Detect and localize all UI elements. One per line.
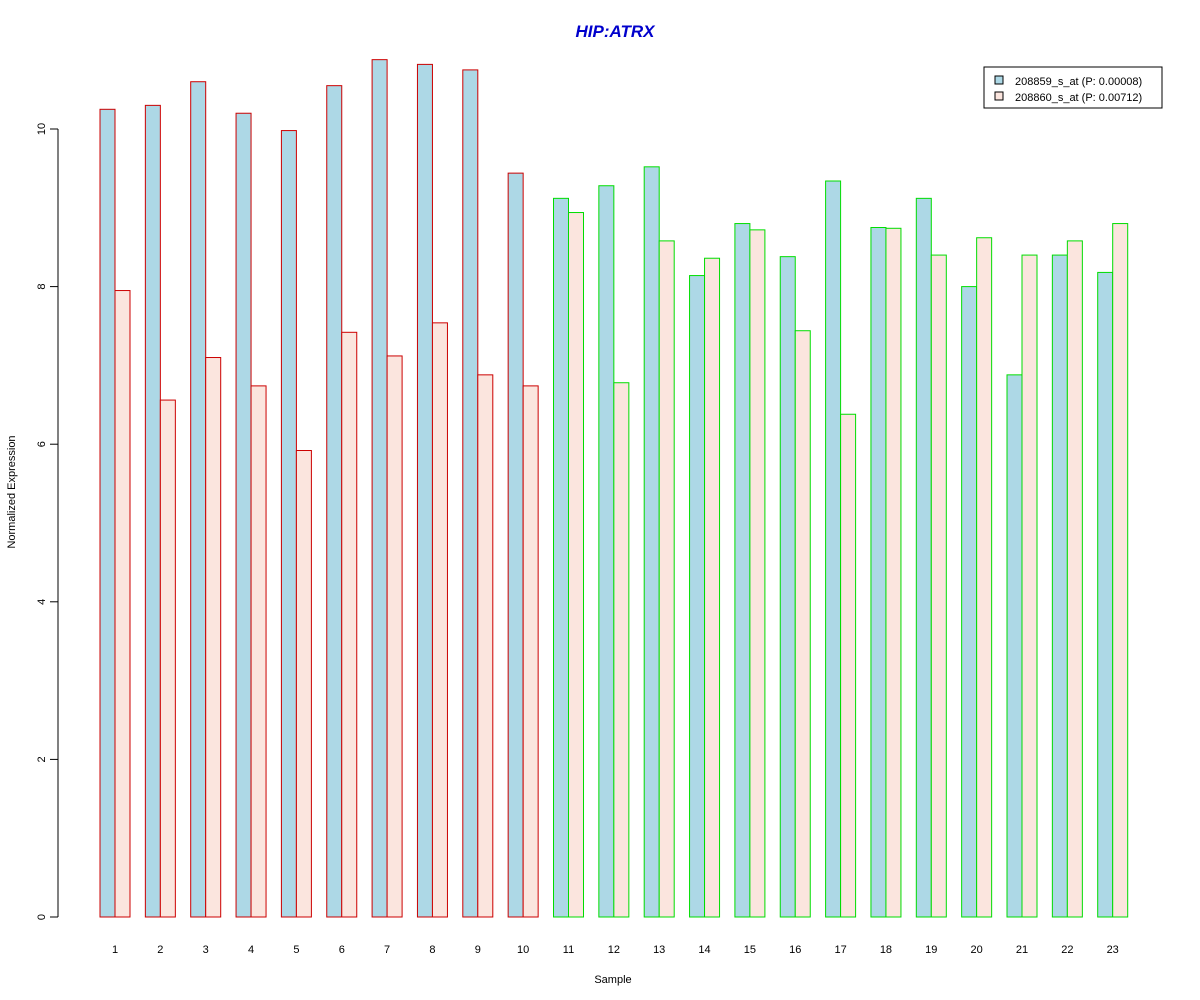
y-axis-label: Normalized Expression [6,435,18,548]
y-tick-label-0: 0 [36,914,48,920]
x-tick-label-19: 19 [925,944,937,956]
y-axis: 0 2 4 6 8 10 [36,123,59,920]
bar-sample-18-series-2 [885,227,902,918]
bar-sample-15-series-2 [749,229,766,918]
legend-swatch-series-2 [994,91,1004,101]
bar-sample-19-series-2 [930,254,947,918]
legend-box [983,66,1163,109]
x-tick-label-9: 9 [475,944,481,956]
bar-sample-6-series-1 [326,85,343,918]
bar-sample-8-series-2 [431,322,448,918]
x-tick-label-21: 21 [1016,944,1028,956]
x-tick-label-16: 16 [789,944,801,956]
bar-sample-6-series-2 [341,331,358,918]
bar-sample-17-series-1 [825,180,842,918]
x-tick-label-23: 23 [1107,944,1119,956]
x-tick-label-11: 11 [563,944,574,956]
x-tick-label-14: 14 [698,944,710,956]
bar-sample-22-series-2 [1066,240,1083,918]
x-tick-label-18: 18 [880,944,892,956]
bar-sample-19-series-1 [915,197,932,918]
bar-sample-13-series-1 [643,166,660,918]
bar-sample-3-series-1 [190,81,207,918]
x-tick-label-15: 15 [744,944,756,956]
bar-sample-16-series-2 [794,330,811,918]
bar-sample-2-series-2 [159,399,176,918]
y-tick-label-10: 10 [36,123,48,135]
bar-sample-1-series-1 [99,108,116,918]
bar-sample-4-series-1 [235,112,252,918]
bar-sample-10-series-1 [507,172,524,918]
bar-sample-11-series-2 [568,212,584,918]
legend-label-series-1: 208859_s_at (P: 0.00008) [1015,76,1142,88]
bar-sample-5-series-1 [280,130,297,918]
y-tick-label-8: 8 [36,284,48,290]
bar-sample-12-series-2 [613,382,630,918]
x-axis: 1 2 3 4 5 6 7 8 9 10 11 12 13 14 15 16 17 18 19 20 21 22 23 [112,944,1119,956]
x-tick-label-17: 17 [834,944,846,956]
x-tick-label-8: 8 [429,944,435,956]
bar-sample-23-series-1 [1097,271,1114,918]
x-tick-label-10: 10 [517,944,529,956]
x-tick-label-12: 12 [608,944,620,956]
bar-sample-11-series-1 [553,197,569,918]
bar-sample-2-series-1 [144,104,161,918]
bar-sample-17-series-2 [840,413,857,918]
x-tick-label-20: 20 [971,944,983,956]
bar-sample-12-series-1 [598,185,615,918]
legend-label-series-2: 208860_s_at (P: 0.00712) [1015,92,1142,104]
bar-sample-13-series-2 [658,240,675,918]
y-tick-label-6: 6 [36,441,48,447]
bar-sample-15-series-1 [734,223,751,918]
x-tick-label-6: 6 [339,944,345,956]
bar-sample-14-series-1 [689,275,706,918]
bar-sample-7-series-1 [371,59,388,918]
x-tick-label-5: 5 [293,944,299,956]
bar-sample-22-series-1 [1051,254,1068,918]
bar-sample-8-series-1 [416,63,433,918]
bar-sample-5-series-2 [295,450,312,918]
bar-sample-16-series-1 [779,256,796,918]
x-tick-label-4: 4 [248,944,254,956]
x-tick-label-7: 7 [384,944,390,956]
y-tick-label-2: 2 [36,756,48,762]
bar-sample-9-series-1 [462,69,479,918]
bar-sample-21-series-2 [1021,254,1038,918]
x-axis-label: Sample [594,974,631,986]
bar-sample-20-series-1 [961,286,978,918]
bar-sample-9-series-2 [477,374,494,918]
y-tick-label-4: 4 [36,599,48,605]
bar-sample-1-series-2 [114,290,131,918]
bar-sample-18-series-1 [870,227,887,918]
bars-layer [99,59,1129,918]
x-tick-label-2: 2 [157,944,163,956]
legend: 208859_s_at (P: 0.00008) 208860_s_at (P:… [983,66,1163,109]
legend-swatch-series-1 [994,75,1004,85]
bar-sample-20-series-2 [976,237,993,918]
x-tick-label-22: 22 [1061,944,1073,956]
bar-sample-7-series-2 [386,355,403,918]
chart-title: HIP:ATRX [575,22,656,41]
bar-sample-3-series-2 [205,357,222,918]
bar-sample-14-series-2 [704,257,721,918]
bar-sample-21-series-1 [1006,374,1023,918]
bar-sample-23-series-2 [1112,223,1129,918]
bar-sample-10-series-2 [522,385,539,918]
x-tick-label-1: 1 [112,944,118,956]
x-tick-label-13: 13 [653,944,665,956]
bar-sample-4-series-2 [250,385,267,918]
x-tick-label-3: 3 [203,944,209,956]
